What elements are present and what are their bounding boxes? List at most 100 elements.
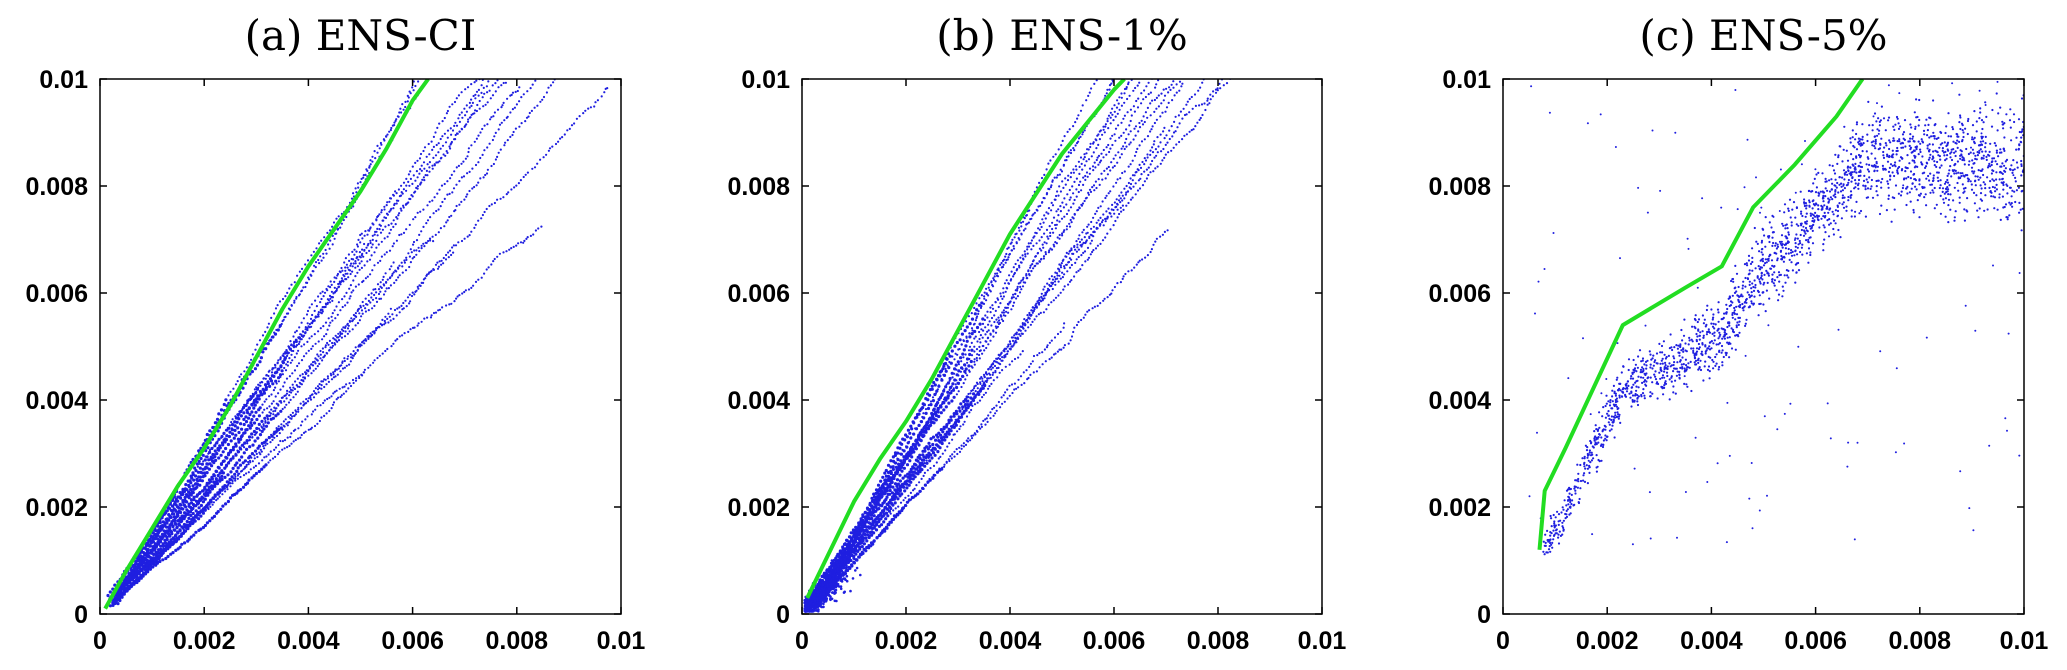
data-point	[1073, 149, 1076, 152]
data-point	[106, 593, 110, 598]
data-point	[294, 413, 297, 416]
data-point	[1104, 123, 1107, 126]
data-point	[902, 466, 907, 470]
data-point	[989, 376, 992, 379]
data-point	[148, 555, 152, 559]
data-point	[373, 251, 376, 254]
data-point	[323, 236, 326, 239]
data-point	[1000, 261, 1003, 265]
data-point	[293, 414, 296, 417]
data-point	[1060, 262, 1063, 265]
data-point	[954, 352, 957, 355]
data-point	[1123, 92, 1126, 95]
data-point	[242, 422, 246, 427]
data-point	[446, 180, 449, 183]
data-point	[1041, 218, 1044, 221]
data-point	[194, 509, 198, 513]
data-point	[1062, 206, 1065, 209]
data-point	[229, 390, 232, 393]
data-point	[282, 385, 285, 388]
data-point	[500, 84, 503, 87]
data-point	[234, 383, 238, 386]
data-point	[991, 307, 995, 310]
data-point	[280, 423, 283, 426]
data-point	[920, 477, 923, 480]
data-point	[883, 529, 887, 533]
data-point	[898, 473, 902, 477]
data-point	[161, 558, 165, 562]
data-point	[487, 266, 490, 269]
data-point	[973, 306, 976, 310]
data-point	[517, 242, 520, 245]
data-point	[305, 281, 308, 284]
data-point	[313, 309, 316, 312]
data-point	[1167, 151, 1170, 154]
data-point	[973, 337, 976, 340]
data-point	[967, 392, 970, 396]
data-point	[1079, 156, 1083, 159]
data-point	[384, 321, 387, 324]
data-point	[593, 105, 596, 108]
data-point	[349, 353, 352, 356]
data-point	[955, 393, 959, 396]
data-point	[339, 309, 342, 312]
data-point	[311, 364, 315, 367]
data-point	[1120, 191, 1123, 194]
data-point	[298, 326, 301, 329]
data-point	[414, 290, 417, 293]
data-point	[1109, 169, 1112, 172]
data-point	[511, 91, 515, 94]
data-point	[293, 299, 296, 302]
data-point	[969, 396, 973, 400]
data-point	[190, 507, 194, 512]
data-point	[879, 490, 883, 494]
data-point	[539, 158, 542, 161]
data-point	[329, 239, 332, 242]
data-point	[437, 231, 440, 234]
data-point	[277, 443, 280, 447]
data-point	[398, 311, 401, 314]
data-point	[395, 216, 398, 219]
data-point	[221, 471, 225, 475]
data-point	[502, 196, 505, 199]
data-point	[443, 197, 446, 200]
data-point	[457, 164, 460, 167]
data-point	[201, 489, 205, 493]
data-point	[981, 380, 984, 383]
data-point	[413, 293, 416, 296]
data-point	[145, 549, 149, 553]
data-point	[480, 276, 483, 279]
data-point	[312, 390, 316, 393]
data-point	[538, 75, 540, 77]
data-point	[1018, 264, 1021, 267]
data-point	[1131, 159, 1134, 162]
data-point	[1008, 363, 1011, 366]
data-point	[994, 412, 997, 415]
data-point	[426, 273, 429, 276]
data-point	[388, 200, 391, 203]
data-point	[348, 287, 351, 290]
data-point	[972, 434, 975, 437]
data-point	[115, 595, 119, 599]
data-point	[1129, 163, 1132, 166]
data-point	[133, 562, 137, 566]
data-point	[236, 466, 240, 470]
data-point	[201, 507, 205, 511]
data-point	[960, 343, 963, 346]
data-point	[196, 465, 199, 468]
data-point	[310, 347, 313, 350]
data-point	[1206, 103, 1209, 106]
data-point	[236, 437, 240, 441]
data-point	[286, 446, 289, 449]
data-point	[1037, 205, 1040, 208]
data-point	[385, 251, 388, 254]
x-tick-label: 0.004	[277, 627, 340, 655]
data-point	[1004, 255, 1007, 258]
data-point	[339, 281, 342, 284]
data-point	[411, 86, 414, 89]
data-point	[930, 384, 934, 388]
data-point	[356, 348, 359, 352]
data-point	[944, 367, 947, 370]
data-point	[306, 415, 309, 418]
data-point	[510, 188, 513, 191]
